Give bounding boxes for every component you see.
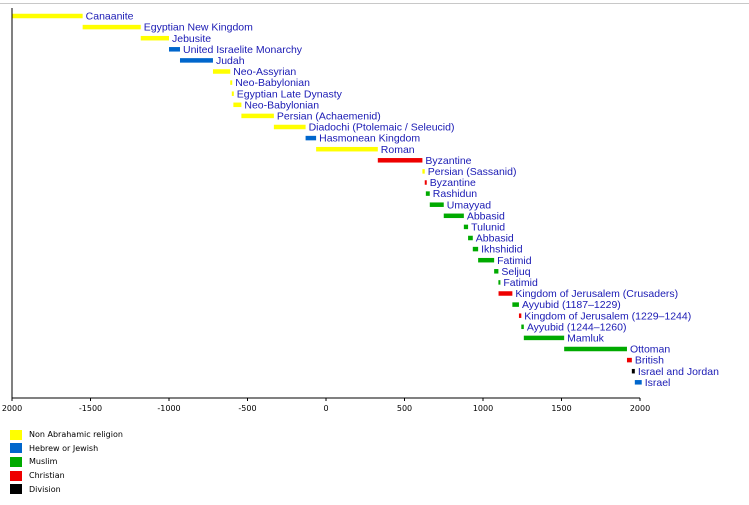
period-label: Abbasid	[476, 233, 514, 245]
legend-item-division: Division	[10, 482, 123, 496]
period-label: Judah	[216, 55, 245, 67]
legend-item-hebrew-jewish: Hebrew or Jewish	[10, 442, 123, 456]
period-bar	[634, 380, 642, 385]
period-label: United Israelite Monarchy	[183, 44, 303, 56]
period-bar	[494, 269, 499, 274]
period-bar	[429, 202, 444, 207]
period-bar	[424, 180, 427, 185]
period-bar	[443, 213, 464, 219]
period-label: Israel	[645, 377, 671, 389]
period-label: Ayyubid (1187–1229)	[522, 299, 621, 311]
x-tick-label: 1500	[551, 404, 571, 413]
period-label: Canaanite	[86, 11, 134, 23]
period-label: Fatimid	[497, 255, 532, 267]
legend-label-division: Division	[29, 484, 61, 494]
legend-item-non-abrahamic: Non Abrahamic religion	[10, 428, 123, 442]
x-tick-label: 2000	[2, 404, 22, 413]
period-bar	[305, 135, 317, 141]
x-tick-label: 500	[397, 404, 412, 413]
period-bar	[12, 13, 83, 19]
x-tick-label: -1000	[157, 404, 180, 413]
legend-label-muslim: Muslim	[29, 457, 58, 467]
period-label: Umayyad	[447, 199, 492, 211]
period-bar	[377, 158, 423, 163]
period-bar	[521, 324, 524, 330]
period-bar	[179, 58, 213, 63]
period-label: Seljuq	[501, 266, 530, 278]
period-bar	[478, 257, 495, 263]
period-label: Neo-Babylonian	[244, 99, 319, 111]
period-label: Byzantine	[430, 177, 476, 189]
period-label: Roman	[381, 144, 415, 156]
period-bar	[273, 124, 306, 130]
legend-item-christian: Christian	[10, 469, 123, 483]
period-label: Persian (Sassanid)	[428, 166, 517, 178]
period-label: Egyptian Late Dynasty	[237, 88, 343, 100]
period-bar	[425, 191, 430, 196]
legend-swatch-hebrew-jewish	[10, 443, 22, 454]
x-tick-label: -1500	[79, 404, 102, 413]
period-label: Egyptian New Kingdom	[144, 22, 253, 34]
period-bar	[422, 169, 425, 174]
legend-label-hebrew-jewish: Hebrew or Jewish	[29, 443, 99, 453]
period-labels: Canaanite Egyptian New KingdomJebusiteUni…	[86, 11, 719, 389]
legend-swatch-division	[10, 484, 22, 495]
period-label: British	[635, 355, 664, 367]
legend: Non Abrahamic religion Hebrew or Jewish …	[10, 428, 123, 496]
x-tick-label: -500	[238, 404, 256, 413]
period-label: Neo-Babylonian	[235, 77, 310, 89]
period-bar	[230, 80, 233, 85]
period-label: Diadochi (Ptolemaic / Seleucid)	[309, 122, 455, 134]
period-bar	[212, 69, 231, 74]
period-label: Hasmonean Kingdom	[319, 133, 420, 145]
x-tick-label: 0	[323, 404, 328, 413]
period-label: Kingdom of Jerusalem (1229–1244)	[524, 310, 691, 322]
legend-swatch-muslim	[10, 456, 22, 467]
period-bar	[468, 235, 473, 241]
period-label: Tulunid	[471, 222, 505, 234]
period-label: Kingdom of Jerusalem (Crusaders)	[515, 288, 678, 300]
period-bar	[498, 280, 501, 285]
legend-label-christian: Christian	[29, 471, 65, 481]
period-label: Byzantine	[425, 155, 471, 167]
period-bar	[631, 368, 635, 374]
period-label: Neo-Assyrian	[233, 66, 296, 78]
period-label: Jebusite	[172, 33, 211, 45]
period-bar	[231, 91, 234, 96]
period-bar	[523, 335, 565, 341]
period-label: Mamluk	[567, 333, 605, 345]
period-bar	[626, 357, 632, 363]
period-bar	[512, 302, 519, 307]
period-bar	[316, 146, 378, 152]
x-axis: 2000 -1500 -1000 -500 0 500 1000 1500 2000	[2, 8, 650, 413]
period-bar	[472, 246, 479, 252]
period-bar	[498, 291, 513, 296]
x-tick-label: 1000	[473, 404, 493, 413]
period-bar	[169, 47, 180, 52]
period-label: Ikhshidid	[481, 244, 523, 256]
legend-swatch-christian	[10, 470, 22, 481]
period-label: Persian (Achaemenid)	[277, 111, 381, 123]
legend-item-muslim: Muslim	[10, 455, 123, 469]
period-bar	[233, 102, 242, 108]
legend-swatch-non-abrahamic	[10, 429, 22, 440]
x-tick-label: 2000	[630, 404, 650, 413]
period-bar	[463, 224, 469, 230]
period-bar	[82, 24, 141, 30]
period-bar	[241, 113, 274, 119]
period-label: Ayyubid (1244–1260)	[527, 321, 627, 333]
period-bar	[140, 35, 169, 41]
period-label: Israel and Jordan	[638, 366, 719, 378]
period-label: Fatimid	[503, 277, 538, 289]
legend-label-non-abrahamic: Non Abrahamic religion	[29, 430, 123, 440]
period-bar	[564, 346, 627, 352]
period-bars	[12, 13, 642, 385]
period-label: Rashidun	[433, 188, 478, 200]
period-label: Abbasid	[467, 210, 505, 222]
period-label: Ottoman	[630, 344, 670, 356]
period-bar	[518, 313, 522, 318]
